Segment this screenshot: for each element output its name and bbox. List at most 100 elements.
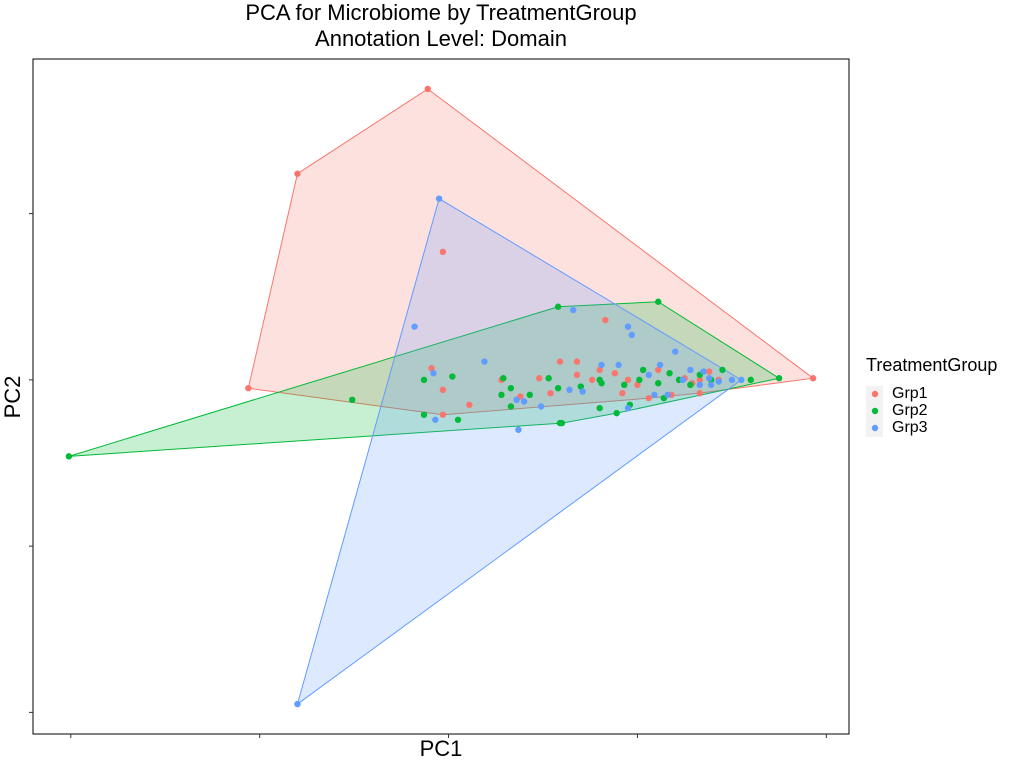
point — [65, 453, 73, 460]
point — [747, 376, 754, 384]
point — [636, 376, 643, 384]
point — [719, 366, 726, 374]
points — [65, 85, 817, 708]
point — [596, 404, 603, 412]
plot-border — [32, 58, 850, 735]
point — [738, 376, 745, 384]
point — [513, 396, 520, 404]
point — [639, 366, 647, 374]
point — [655, 298, 662, 305]
point — [500, 375, 507, 382]
point — [245, 384, 252, 392]
hulls — [68, 88, 815, 706]
point — [687, 366, 694, 374]
legend-label: Grp2 — [892, 402, 928, 419]
point — [430, 370, 437, 377]
point — [515, 426, 522, 433]
legend-key — [871, 407, 879, 415]
point — [656, 361, 664, 369]
point — [579, 388, 586, 395]
point — [556, 358, 564, 365]
point — [424, 85, 431, 93]
point — [411, 323, 418, 330]
legend-key — [871, 424, 879, 432]
point — [679, 376, 686, 384]
point — [554, 303, 562, 310]
point — [687, 381, 694, 389]
y-axis-label: PC2 — [0, 376, 25, 419]
point — [454, 416, 462, 423]
point — [566, 386, 573, 394]
point — [700, 368, 707, 375]
point — [598, 379, 605, 387]
point — [588, 376, 596, 384]
point — [664, 391, 671, 399]
point — [420, 411, 428, 418]
point — [554, 384, 562, 392]
point — [349, 396, 356, 404]
point — [420, 376, 428, 384]
point — [728, 376, 736, 384]
point — [696, 381, 703, 389]
point — [547, 389, 554, 397]
point — [696, 389, 703, 397]
point — [706, 368, 713, 375]
point — [651, 391, 658, 399]
point — [615, 361, 622, 369]
point — [598, 361, 605, 369]
point — [435, 195, 443, 202]
hull — [247, 88, 815, 416]
point — [577, 383, 584, 390]
legend-title: TreatmentGroup — [866, 355, 997, 375]
point — [428, 365, 435, 372]
point — [520, 398, 528, 405]
point — [621, 381, 628, 389]
legend-label: Grp1 — [892, 385, 928, 402]
point — [507, 384, 515, 392]
point — [613, 409, 620, 417]
point — [294, 170, 301, 177]
point — [545, 375, 552, 382]
point — [666, 370, 673, 377]
legend-label: Grp3 — [892, 419, 928, 436]
point — [628, 331, 635, 339]
legend-key — [871, 390, 879, 398]
point — [439, 411, 447, 418]
point — [696, 376, 703, 384]
point — [294, 700, 301, 708]
point — [536, 375, 543, 382]
point — [526, 391, 533, 399]
point — [624, 404, 632, 412]
point — [573, 358, 581, 365]
point — [537, 403, 545, 410]
point — [466, 401, 473, 409]
point — [706, 375, 713, 382]
point — [655, 379, 662, 387]
point — [619, 389, 626, 397]
point — [809, 375, 817, 382]
point — [715, 378, 722, 385]
point — [570, 306, 577, 314]
point — [507, 403, 515, 410]
point — [439, 386, 447, 394]
point — [611, 370, 618, 377]
x-axis-label: PC1 — [420, 736, 463, 761]
chart-title: PCA for Microbiome by TreatmentGroup — [245, 0, 636, 25]
point — [624, 376, 632, 384]
point — [596, 366, 603, 374]
point — [558, 419, 566, 427]
point — [634, 381, 641, 389]
point — [672, 348, 679, 355]
point — [645, 371, 652, 379]
point — [645, 394, 652, 402]
point — [481, 358, 488, 365]
point — [573, 371, 581, 379]
point — [449, 373, 456, 380]
chart-subtitle: Annotation Level: Domain — [315, 26, 567, 51]
point — [775, 375, 783, 382]
point — [707, 381, 715, 389]
point — [655, 366, 662, 374]
point — [432, 416, 439, 423]
point — [498, 391, 505, 399]
